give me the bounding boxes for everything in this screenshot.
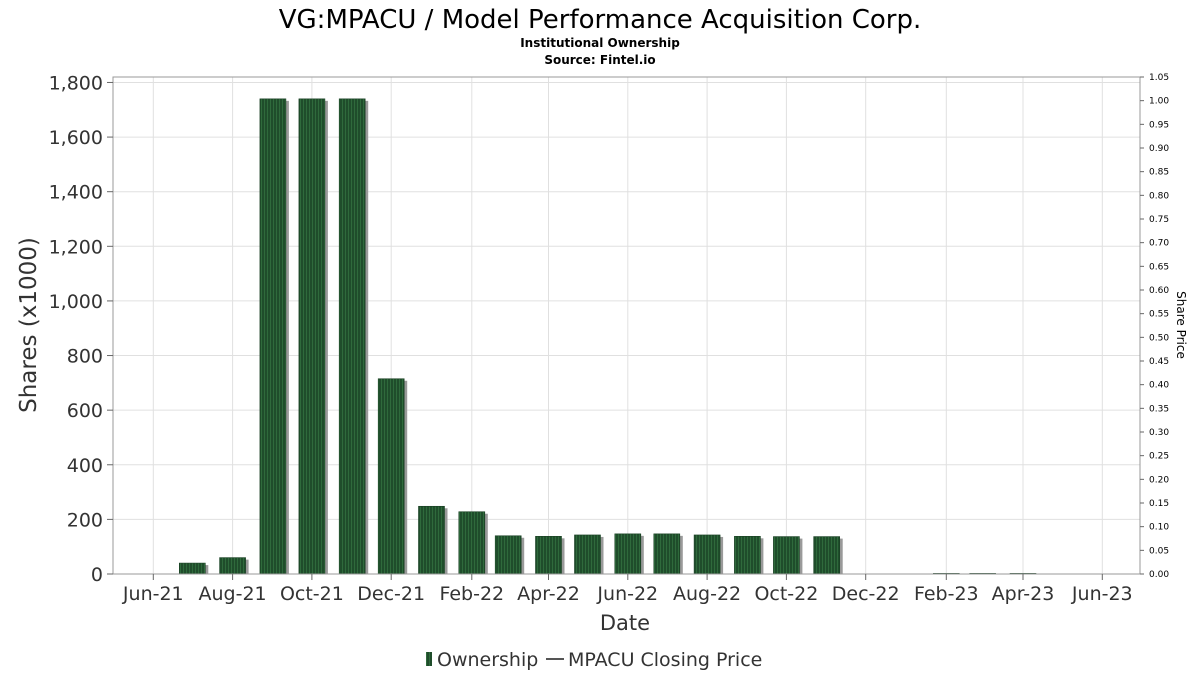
ownership-bar bbox=[458, 511, 486, 575]
y2-tick-label: 0.15 bbox=[1149, 499, 1169, 509]
y-tick-label: 1,400 bbox=[49, 182, 103, 204]
x-tick-label: Jun-23 bbox=[1071, 583, 1133, 605]
x-tick-label: Apr-22 bbox=[517, 583, 580, 605]
x-tick-label: Feb-22 bbox=[439, 583, 504, 605]
y-tick-label: 200 bbox=[67, 509, 103, 531]
x-tick-label: Apr-23 bbox=[992, 583, 1055, 605]
y-axis: 0 200 400 600 800 1,000 1,200 1,400 1,600 1,800 bbox=[49, 72, 113, 586]
x-tick-label: Dec-22 bbox=[832, 583, 900, 605]
chart-source: Source: Fintel.io bbox=[544, 53, 655, 67]
ownership-bar bbox=[377, 378, 405, 575]
y-tick-label: 1,600 bbox=[49, 127, 103, 149]
y-tick-label: 600 bbox=[67, 400, 103, 422]
y2-tick-label: 0.20 bbox=[1149, 475, 1169, 485]
x-tick-label: Dec-21 bbox=[357, 583, 425, 605]
x-tick-label: Aug-22 bbox=[673, 583, 741, 605]
x-tick-label: Oct-22 bbox=[754, 583, 818, 605]
ownership-bar bbox=[179, 562, 206, 575]
y-tick-label: 1,800 bbox=[49, 72, 103, 94]
y2-tick-label: 0.70 bbox=[1149, 239, 1169, 249]
x-tick-label: Jun-21 bbox=[122, 583, 184, 605]
y2-tick-label: 0.45 bbox=[1149, 357, 1169, 367]
y-tick-label: 1,000 bbox=[49, 291, 103, 313]
y-tick-label: 800 bbox=[67, 346, 103, 368]
x-tick-label: Oct-21 bbox=[280, 583, 344, 605]
y2-tick-label: 0.65 bbox=[1149, 262, 1169, 272]
y2-tick-label: 0.80 bbox=[1149, 191, 1169, 201]
chart-subtitle: Institutional Ownership bbox=[520, 36, 680, 50]
x-tick-label: Feb-23 bbox=[914, 583, 979, 605]
y2-tick-label: 0.25 bbox=[1149, 452, 1169, 462]
plot-frame bbox=[112, 76, 1141, 575]
y2-tick-label: 0.85 bbox=[1149, 168, 1169, 178]
y2-axis-label: Share Price bbox=[1174, 291, 1188, 359]
ownership-bar bbox=[693, 534, 721, 575]
y-tick-label: 1,200 bbox=[49, 236, 103, 258]
y-tick-label: 0 bbox=[91, 564, 103, 586]
y2-tick-label: 0.50 bbox=[1149, 333, 1169, 343]
y2-tick-label: 0.10 bbox=[1149, 523, 1169, 533]
y2-tick-label: 0.35 bbox=[1149, 404, 1169, 414]
y2-tick-label: 0.90 bbox=[1149, 144, 1169, 154]
ownership-bar bbox=[653, 533, 681, 575]
legend-ownership-label: Ownership bbox=[437, 649, 538, 671]
ownership-bar bbox=[219, 557, 246, 575]
y2-axis: 0.00 0.05 0.10 0.15 0.20 0.25 0.30 0.35 0.40 0.45… bbox=[1140, 73, 1169, 580]
x-axis: Jun-21 Aug-21 Oct-21 Dec-21 Feb-22 Apr-22 Jun-… bbox=[122, 574, 1133, 605]
bar-layer bbox=[179, 98, 1037, 575]
y2-tick-label: 0.95 bbox=[1149, 120, 1169, 130]
legend-price-label: MPACU Closing Price bbox=[568, 649, 762, 671]
y2-tick-label: 1.00 bbox=[1149, 97, 1169, 107]
y2-tick-label: 0.40 bbox=[1149, 381, 1169, 391]
chart-title: VG:MPACU / Model Performance Acquisition… bbox=[279, 5, 921, 35]
ownership-bar bbox=[574, 534, 601, 575]
y2-tick-label: 1.05 bbox=[1149, 73, 1169, 83]
ownership-bar bbox=[338, 98, 366, 575]
ownership-bar bbox=[614, 533, 642, 575]
ownership-bar bbox=[418, 505, 445, 575]
y2-tick-label: 0.60 bbox=[1149, 286, 1169, 296]
y2-tick-label: 0.75 bbox=[1149, 215, 1169, 225]
y2-tick-label: 0.05 bbox=[1149, 546, 1169, 556]
x-tick-label: Jun-22 bbox=[596, 583, 658, 605]
ownership-bar bbox=[813, 536, 841, 575]
legend: Ownership MPACU Closing Price bbox=[426, 649, 762, 671]
ownership-bar bbox=[535, 536, 562, 575]
y2-tick-label: 0.00 bbox=[1149, 570, 1169, 580]
legend-ownership-swatch bbox=[426, 652, 432, 666]
y2-tick-label: 0.30 bbox=[1149, 428, 1169, 438]
x-tick-label: Aug-21 bbox=[199, 583, 267, 605]
ownership-bar bbox=[298, 98, 326, 575]
ownership-bar bbox=[494, 535, 522, 575]
ownership-bar bbox=[259, 98, 287, 575]
y2-tick-label: 0.55 bbox=[1149, 310, 1169, 320]
y-axis-label: Shares (x1000) bbox=[16, 237, 42, 413]
x-axis-label: Date bbox=[600, 611, 650, 635]
y-tick-label: 400 bbox=[67, 455, 103, 477]
ownership-bar bbox=[773, 536, 800, 575]
ownership-bar bbox=[734, 536, 761, 575]
